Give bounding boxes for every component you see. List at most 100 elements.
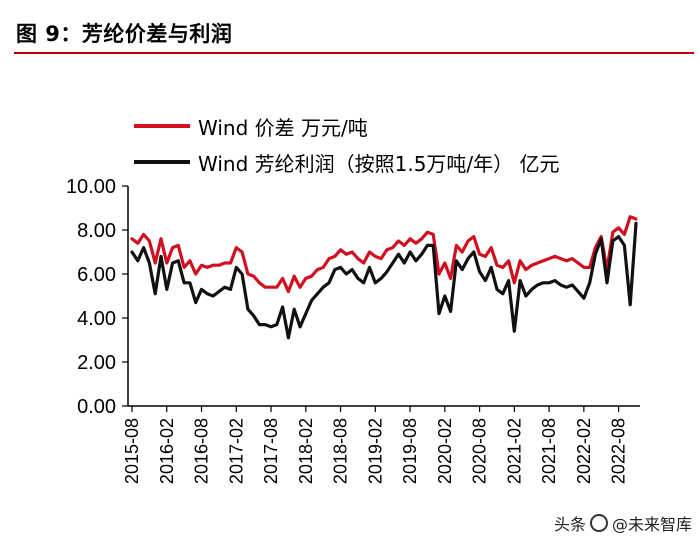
data-point-spread [293,275,296,278]
data-point-spread [553,255,556,258]
data-point-profit [217,290,220,293]
data-point-spread [513,281,516,284]
y-tick-label: 2.00 [77,352,116,374]
data-point-profit [160,255,162,258]
data-point-spread [217,264,220,267]
data-point-spread [403,244,406,247]
x-tick-label: 2016-02 [157,418,177,484]
x-tick-label: 2021-08 [539,418,559,484]
x-tick-label: 2019-08 [400,418,420,484]
data-point-profit [264,323,267,326]
data-point-profit [252,314,255,317]
data-point-profit [553,279,556,282]
data-point-spread [246,273,249,275]
chart-legend: Wind 价差 万元/吨 Wind 芳纶利润（按照1.5万吨/年） 亿元 [134,108,560,180]
data-point-spread [611,231,614,234]
data-point-profit [165,288,168,291]
data-point-profit [200,288,203,291]
data-point-profit [403,262,406,264]
data-point-spread [426,231,429,234]
data-point-spread [252,275,255,278]
data-point-spread [131,237,133,240]
data-point-spread [525,268,527,271]
data-point-spread [200,264,203,267]
data-point-spread [582,266,585,269]
data-point-spread [328,257,330,260]
y-tick-label: 6.00 [77,264,116,286]
data-point-spread [478,253,481,256]
data-point-profit [189,281,191,284]
data-point-profit [507,279,510,282]
data-point-profit [623,244,626,247]
data-point-profit [333,268,336,271]
data-point-spread [333,255,336,258]
data-point-spread [183,266,186,269]
data-point-profit [420,253,423,256]
data-point-profit [513,330,516,333]
data-point-profit [368,266,371,269]
data-point-spread [501,266,504,269]
data-point-spread [275,286,278,289]
series-line-spread [130,215,638,294]
data-point-spread [559,257,562,260]
data-point-spread [432,233,435,236]
data-point-profit [131,251,133,253]
data-point-profit [414,259,417,262]
data-point-spread [571,257,574,260]
data-point-spread [241,251,243,253]
data-point-spread [229,262,232,264]
data-point-profit [617,235,620,238]
data-point-spread [160,237,162,240]
data-point-spread [496,264,498,267]
data-point-profit [287,336,290,339]
data-point-spread [414,242,417,245]
data-point-spread [177,244,180,247]
data-point-profit [351,268,354,271]
x-tick-label: 2015-08 [122,418,142,484]
y-tick-label: 8.00 [77,220,116,242]
data-point-spread [438,273,440,275]
data-point-spread [206,266,209,269]
data-point-spread [310,275,313,278]
data-point-spread [339,248,342,251]
data-point-profit [194,301,197,304]
data-point-spread [189,259,191,262]
data-point-spread [548,257,551,260]
data-point-spread [281,277,284,280]
data-point-profit [472,251,475,253]
data-point-spread [565,259,568,262]
data-point-profit [409,251,411,253]
data-point-profit [501,292,504,295]
series-line-profit [130,221,638,340]
x-tick-label: 2022-08 [609,418,629,484]
data-point-spread [449,277,452,280]
data-point-profit [478,270,481,273]
data-point-spread [391,246,394,249]
data-point-spread [194,273,197,275]
x-tick-label: 2020-08 [470,418,490,484]
data-point-profit [171,262,174,264]
data-point-profit [316,292,319,295]
data-point-spread [507,259,510,262]
data-point-profit [438,312,440,315]
data-point-spread [258,281,261,284]
data-point-profit [559,284,562,286]
data-point-profit [206,292,209,295]
data-point-profit [432,244,435,247]
data-point-spread [600,235,603,238]
legend-item-profit: Wind 芳纶利润（按照1.5万吨/年） 亿元 [134,144,560,180]
data-point-spread [374,255,377,258]
data-point-spread [455,244,458,247]
data-point-profit [177,259,180,262]
data-point-spread [171,246,174,249]
data-point-profit [496,288,498,291]
data-point-profit [577,290,579,293]
data-point-profit [246,308,249,311]
data-point-spread [351,251,354,253]
data-point-profit [270,325,272,328]
data-point-profit [183,281,186,284]
data-point-profit [455,259,458,262]
data-point-spread [322,266,325,269]
watermark-source: 头条 [553,515,586,534]
data-point-spread [594,246,597,249]
